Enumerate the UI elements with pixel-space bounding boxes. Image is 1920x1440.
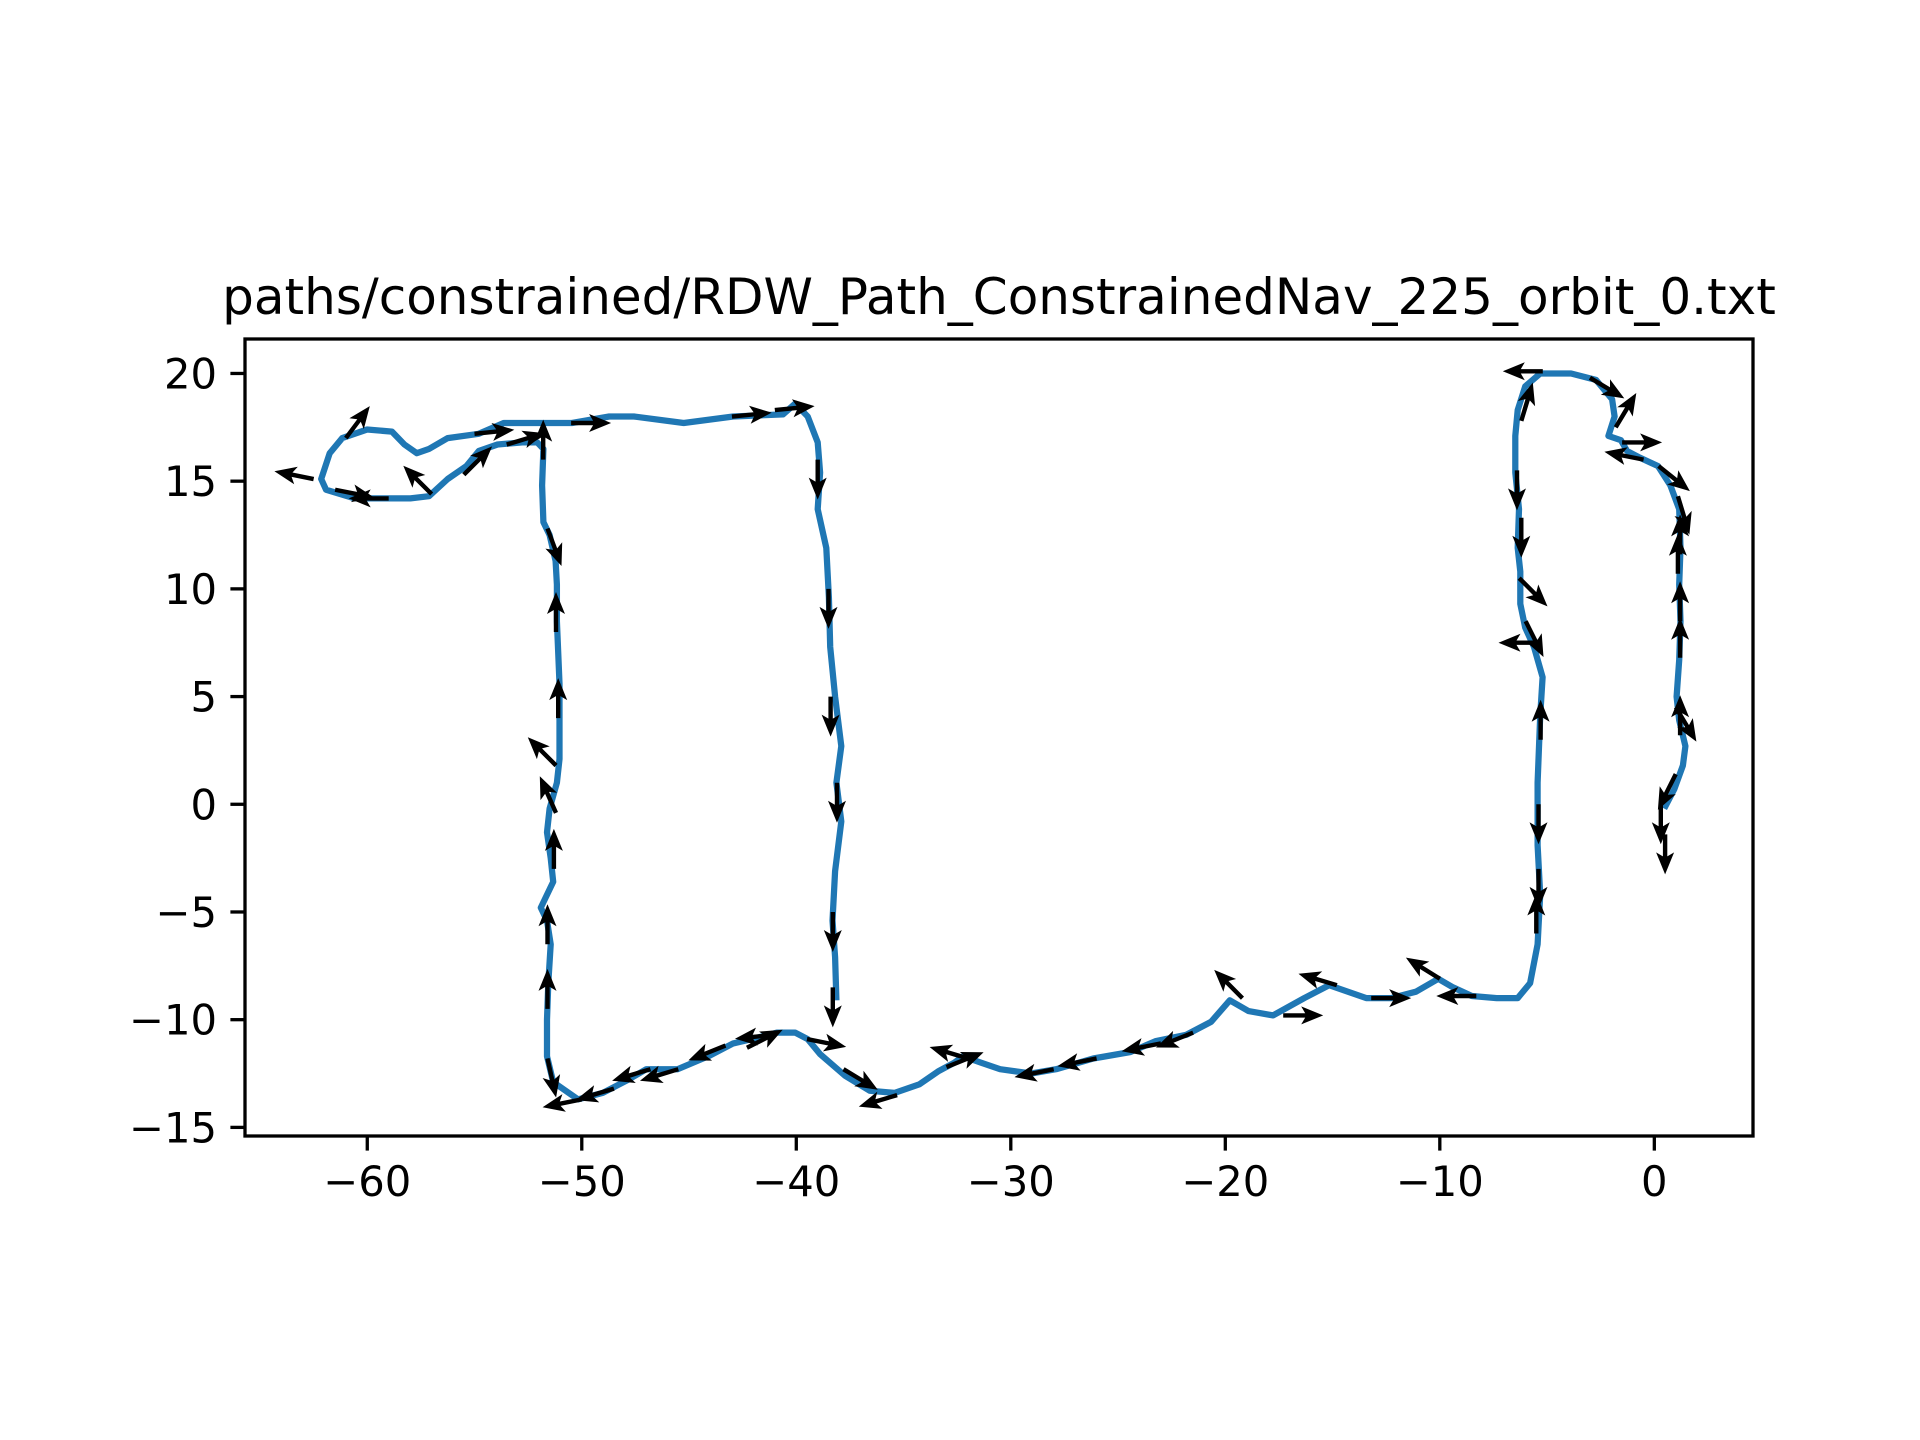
x-tick-label: −20: [1181, 1157, 1269, 1206]
direction-arrow: [731, 405, 772, 424]
direction-arrow: [1657, 773, 1678, 810]
direction-arrow: [545, 527, 563, 566]
direction-arrow: [527, 737, 558, 768]
direction-arrow: [1498, 633, 1539, 652]
direction-arrow: [462, 446, 493, 477]
y-tick-label: 20: [164, 349, 217, 398]
direction-arrow: [774, 399, 815, 418]
direction-arrow: [808, 459, 827, 500]
direction-arrow: [538, 904, 557, 945]
direction-arrow: [640, 1065, 679, 1083]
direction-arrow: [1527, 893, 1546, 934]
direction-arrow: [735, 1027, 776, 1046]
direction-arrow: [474, 423, 515, 441]
direction-arrow: [534, 419, 553, 460]
x-tick-label: −40: [752, 1157, 840, 1206]
direction-arrow: [1121, 1038, 1162, 1056]
x-tick-label: 0: [1641, 1157, 1668, 1206]
direction-arrow: [542, 1058, 561, 1098]
direction-arrow: [688, 1043, 727, 1061]
direction-arrow: [1656, 834, 1675, 875]
direction-arrow: [1531, 699, 1550, 740]
direction-arrow: [1512, 517, 1531, 558]
direction-arrow: [348, 489, 389, 508]
direction-arrow: [929, 1044, 969, 1062]
direction-arrow: [1668, 533, 1687, 574]
direction-arrow: [1405, 957, 1441, 981]
direction-arrow: [806, 1033, 847, 1052]
direction-arrow: [1283, 1006, 1324, 1025]
direction-arrow: [1674, 495, 1692, 535]
direction-arrow: [542, 1094, 583, 1112]
direction-arrow: [1529, 804, 1548, 845]
direction-arrow: [828, 782, 846, 823]
y-tick-label: −10: [129, 996, 217, 1045]
direction-arrow: [842, 1067, 878, 1090]
x-tick-label: −50: [538, 1157, 626, 1206]
direction-arrow: [506, 430, 545, 448]
direction-arrow: [1523, 620, 1544, 657]
direction-arrow: [1298, 971, 1338, 989]
x-tick-label: −30: [967, 1157, 1055, 1206]
direction-arrow: [1671, 514, 1690, 555]
direction-arrow: [1622, 433, 1663, 452]
direction-arrow: [1613, 393, 1637, 429]
direction-arrow: [1588, 375, 1625, 399]
direction-arrow: [858, 1091, 898, 1109]
x-tick-label: −60: [323, 1157, 411, 1206]
direction-arrow: [1436, 987, 1477, 1005]
direction-arrow: [1517, 382, 1536, 422]
y-tick-label: −5: [156, 888, 217, 937]
direction-arrow: [1517, 576, 1548, 607]
direction-arrow: [571, 414, 612, 432]
direction-arrow: [544, 828, 563, 869]
direction-arrow: [1014, 1063, 1055, 1082]
y-tick-label: −15: [129, 1103, 217, 1152]
direction-arrow: [1657, 464, 1690, 492]
direction-arrow: [819, 588, 838, 629]
y-tick-label: 5: [190, 673, 217, 722]
direction-arrow: [823, 912, 842, 952]
direction-arrow: [575, 1085, 615, 1103]
direction-arrow: [1371, 989, 1412, 1008]
direction-arrow: [612, 1065, 652, 1083]
direction-arrow: [1502, 362, 1543, 381]
direction-arrow: [1671, 581, 1690, 622]
direction-arrow: [1604, 447, 1644, 465]
y-tick-label: 0: [190, 780, 217, 829]
direction-arrow: [1508, 470, 1526, 511]
direction-arrow: [1529, 868, 1548, 909]
direction-arrow: [403, 465, 434, 496]
direction-arrow: [1671, 695, 1690, 736]
direction-arrow: [1671, 617, 1690, 658]
direction-arrow: [1651, 804, 1670, 845]
chart-title: paths/constrained/RDW_Path_ConstrainedNa…: [222, 268, 1776, 326]
y-tick-label: 15: [164, 457, 217, 506]
x-tick-label: −10: [1396, 1157, 1484, 1206]
direction-arrow: [823, 987, 842, 1028]
direction-arrow: [538, 968, 557, 1009]
direction-arrow: [1156, 1030, 1194, 1048]
direction-arrow: [1057, 1053, 1097, 1071]
direction-arrow: [539, 776, 558, 814]
direction-arrow: [945, 1052, 984, 1070]
direction-arrow: [1214, 969, 1244, 1000]
direction-arrow: [274, 466, 315, 485]
direction-arrow: [344, 406, 370, 440]
direction-arrow: [549, 678, 568, 719]
direction-arrow: [547, 592, 565, 632]
direction-arrow: [821, 696, 840, 737]
y-tick-label: 10: [164, 565, 217, 614]
axes-frame: [243, 337, 1755, 1138]
